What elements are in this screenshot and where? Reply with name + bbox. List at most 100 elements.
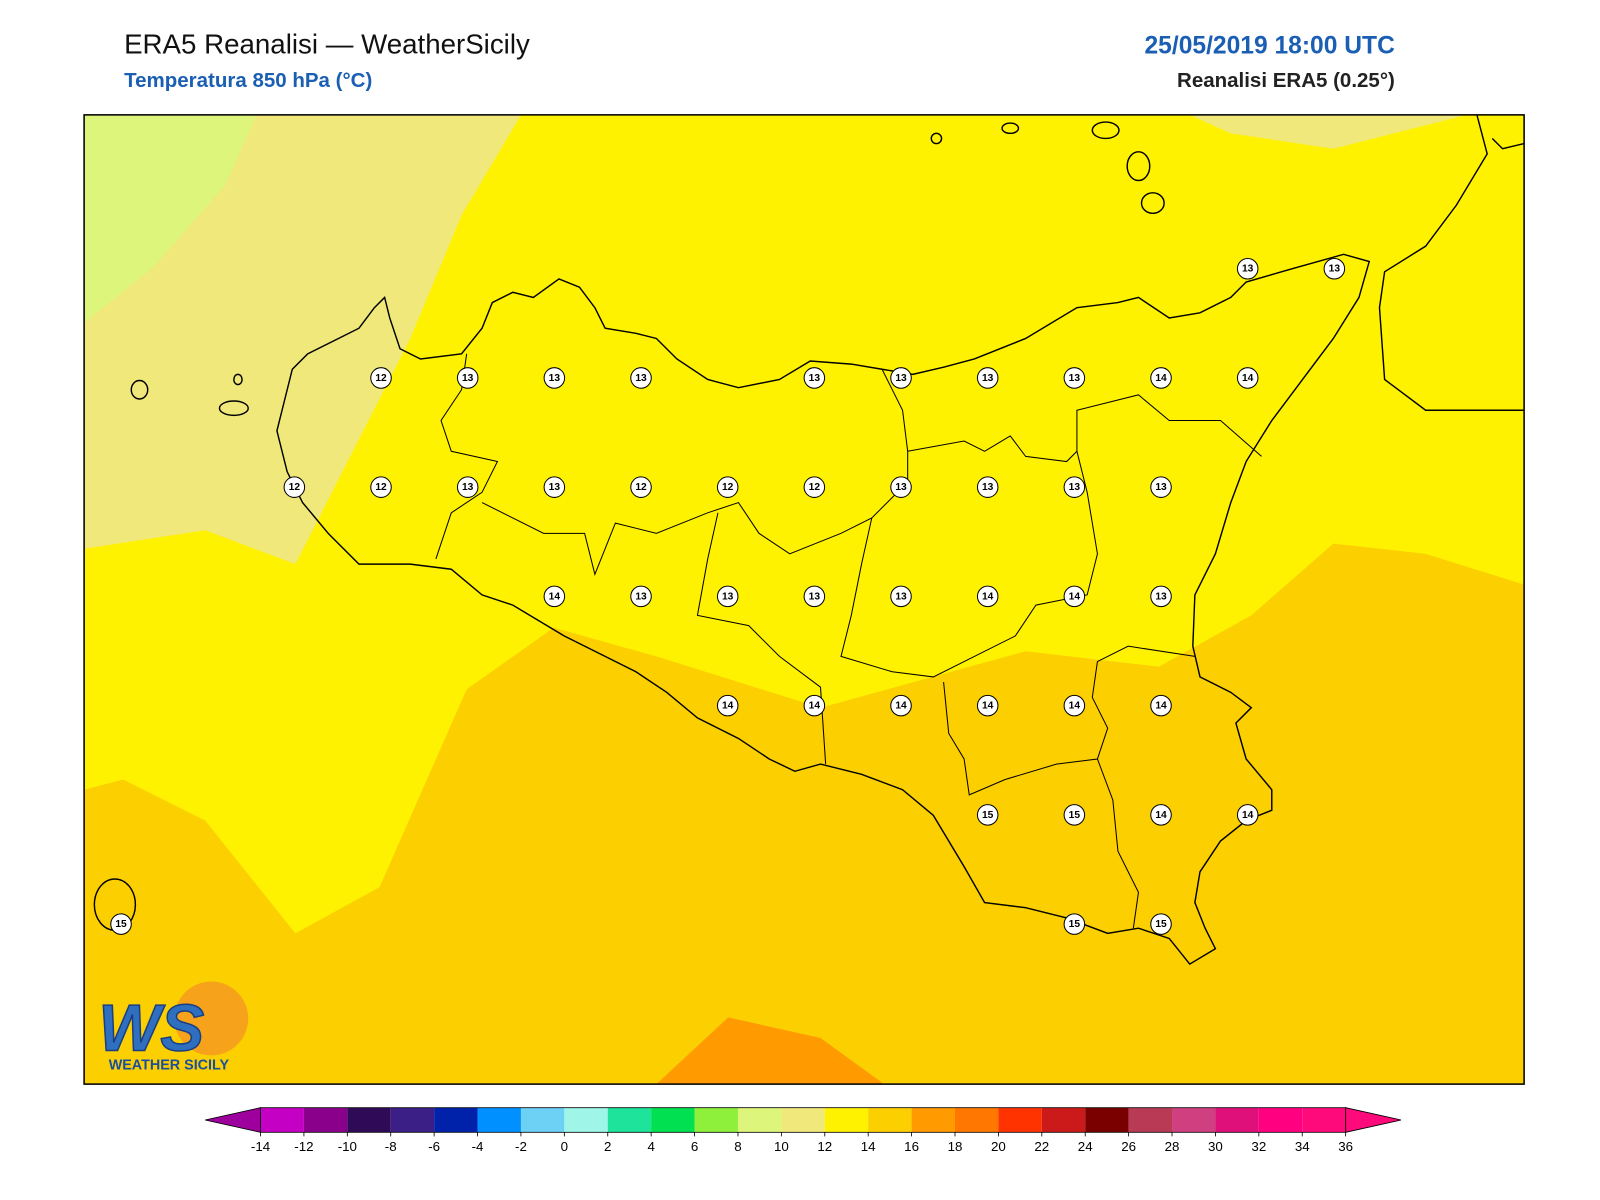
station: 13 (976, 476, 999, 498)
colorbar-box (1258, 1107, 1303, 1133)
calabria-coast (1378, 114, 1525, 411)
colorbar-tick-label: 26 (1121, 1139, 1136, 1154)
colorbar-box (607, 1107, 652, 1133)
station-value: 14 (982, 701, 994, 712)
station-marker (543, 367, 566, 389)
station-marker (1063, 367, 1086, 389)
station-marker (803, 585, 826, 608)
colorbar-box (781, 1107, 825, 1133)
station-marker (630, 476, 652, 498)
colorbar-tick-label: 28 (1165, 1139, 1180, 1154)
station-value: 13 (549, 482, 561, 493)
station-marker (1150, 913, 1172, 935)
station: 14 (890, 694, 912, 717)
station: 13 (1236, 257, 1259, 280)
colorbar-box (1128, 1107, 1173, 1133)
station-marker (1150, 585, 1172, 608)
colorbar-tick-label: 34 (1295, 1139, 1310, 1154)
station: 12 (630, 476, 652, 498)
station-marker (890, 585, 912, 608)
station: 14 (716, 694, 739, 717)
colorbar-tick-label: 14 (861, 1139, 876, 1154)
island (130, 379, 149, 400)
station: 13 (630, 585, 652, 608)
colorbar-tick-label: 4 (647, 1139, 655, 1154)
station: 13 (1063, 476, 1086, 498)
colorbar-box (347, 1107, 391, 1133)
province-border (943, 645, 1195, 796)
station-value: 13 (1242, 264, 1254, 275)
colorbar-under (205, 1107, 261, 1133)
station-marker (370, 476, 392, 498)
colorbar-box (954, 1107, 999, 1133)
station-marker (456, 476, 479, 498)
station-value: 13 (1069, 373, 1081, 384)
station-value: 12 (289, 482, 301, 493)
station-marker (1150, 694, 1172, 717)
colorbar-tick-label: 22 (1034, 1139, 1049, 1154)
colorbar-tick-label: -2 (515, 1139, 527, 1154)
station-value: 14 (982, 591, 994, 602)
colorbar-box (477, 1107, 521, 1133)
station-value: 13 (982, 482, 994, 493)
station-marker (716, 694, 739, 717)
province-border (435, 353, 499, 560)
station: 13 (890, 367, 912, 389)
island (233, 373, 243, 386)
colorbar-box (911, 1107, 955, 1133)
station-value: 12 (375, 373, 387, 384)
station: 15 (110, 913, 132, 935)
station-value: 14 (1069, 701, 1081, 712)
station: 14 (1063, 585, 1086, 608)
station: 13 (456, 367, 479, 389)
station: 13 (1323, 257, 1346, 280)
colorbar-tick-label: 2 (604, 1139, 611, 1154)
station-marker (716, 585, 739, 608)
station-value: 14 (1155, 701, 1167, 712)
station: 12 (370, 367, 392, 389)
colorbar-tick-label: 18 (948, 1139, 963, 1154)
colorbar-tick-label: 32 (1251, 1139, 1266, 1154)
station-marker (1323, 257, 1346, 280)
station-value: 13 (1329, 264, 1341, 275)
station: 12 (370, 476, 392, 498)
colorbar-tick-label: -6 (428, 1139, 440, 1154)
colorbar-tick-label: 36 (1338, 1139, 1353, 1154)
station: 14 (803, 694, 826, 717)
station: 12 (803, 476, 826, 498)
station-marker (803, 367, 826, 389)
station: 13 (1150, 476, 1172, 498)
station-value: 13 (722, 591, 734, 602)
station-value: 14 (1242, 810, 1254, 821)
colorbar-box (1172, 1107, 1216, 1133)
colorbar: -14 -12 -10 -8 -6 -4 -2 0 2 4 6 8 10 12 14 16 18 20 22 24 26… (205, 1107, 1402, 1154)
station-marker (803, 694, 826, 717)
station-marker (1063, 913, 1086, 935)
island (1091, 121, 1120, 140)
station: 13 (1150, 585, 1172, 608)
station-marker (1150, 367, 1172, 389)
colorbar-box (998, 1107, 1042, 1133)
station: 12 (716, 476, 739, 498)
colorbar-tick-label: 30 (1208, 1139, 1223, 1154)
station: 13 (543, 476, 566, 498)
station-value: 13 (635, 591, 647, 602)
station-marker (1236, 257, 1259, 280)
station: 13 (630, 367, 652, 389)
province-border (481, 369, 909, 577)
island (1001, 122, 1020, 135)
logo-name: WEATHER SICILY (109, 1058, 230, 1074)
colorbar-tick-label: 8 (734, 1139, 741, 1154)
source: Reanalisi ERA5 (0.25°) (1177, 69, 1395, 92)
station-value: 12 (809, 482, 821, 493)
station-marker (543, 476, 566, 498)
colorbar-tick-label: -8 (385, 1139, 397, 1154)
island (930, 132, 943, 145)
station: 13 (1063, 367, 1086, 389)
colorbar-tick-label: 12 (817, 1139, 832, 1154)
station-value: 13 (895, 482, 907, 493)
colorbar-box (737, 1107, 782, 1133)
station: 13 (543, 367, 566, 389)
